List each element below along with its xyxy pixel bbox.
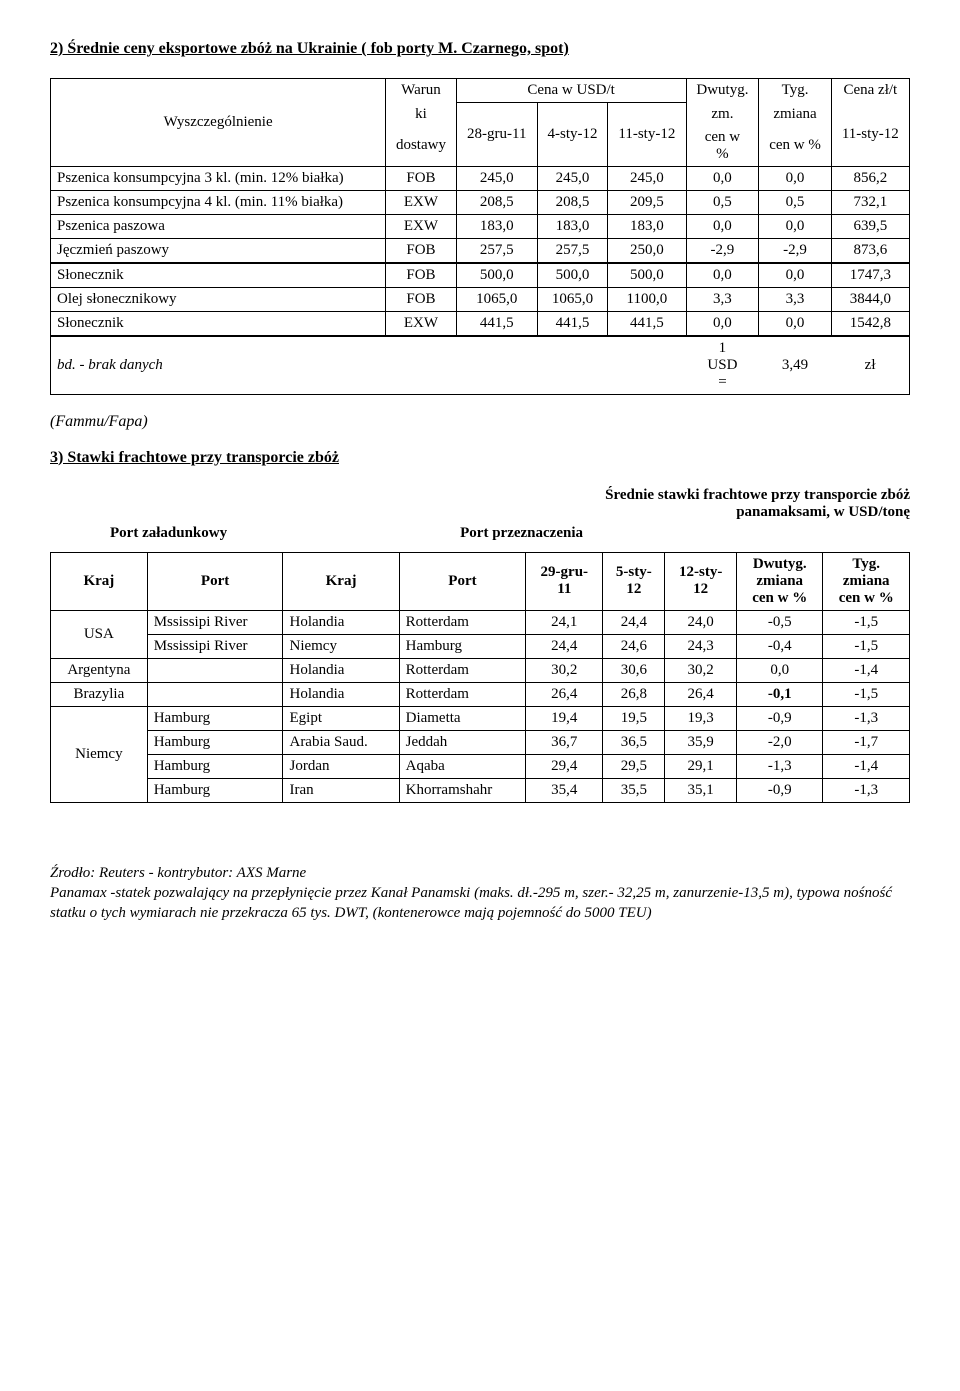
table-row: Niemcy Hamburg Egipt Diametta 19,4 19,5 … [51,706,910,730]
table-row: Słonecznik EXW 441,5 441,5 441,5 0,0 0,0… [51,311,910,336]
col-dwutyg: Dwutyg. [686,79,759,103]
table-row: Jęczmień paszowy FOB 257,5 257,5 250,0 -… [51,238,910,263]
table-row: Pszenica konsumpcyjna 3 kl. (min. 12% bi… [51,166,910,190]
footnote: Źrodło: Reuters - kontrybutor: AXS Marne… [50,863,910,924]
table-row: Hamburg Iran Khorramshahr 35,4 35,5 35,1… [51,778,910,802]
table-row: Brazylia Holandia Rotterdam 26,4 26,8 26… [51,682,910,706]
table-row: Pszenica konsumpcyjna 4 kl. (min. 11% bi… [51,190,910,214]
col-cena-zl: Cena zł/t [831,79,909,103]
freight-rates-table: Kraj Port Kraj Port 29-gru-11 5-sty-12 1… [50,552,910,803]
table-row: Słonecznik FOB 500,0 500,0 500,0 0,0 0,0… [51,263,910,288]
section3-title: 3) Stawki frachtowe przy transporcie zbó… [50,449,910,467]
note-row: bd. - brak danych 1USD= 3,49 zł [51,336,910,395]
table-row: USA Mssissipi River Holandia Rotterdam 2… [51,610,910,634]
export-prices-table: Wyszczególnienie Warun Cena w USD/t Dwut… [50,78,910,395]
col-cena-usd: Cena w USD/t [456,79,686,103]
table-row: Hamburg Jordan Aqaba 29,4 29,5 29,1 -1,3… [51,754,910,778]
section2-title: 2) Średnie ceny eksportowe zbóż na Ukrai… [50,40,910,58]
table-row: Pszenica paszowa EXW 183,0 183,0 183,0 0… [51,214,910,238]
table-row: Mssissipi River Niemcy Hamburg 24,4 24,6… [51,634,910,658]
col-wyszczegolnienie: Wyszczególnienie [51,79,386,167]
table-row: Hamburg Arabia Saud. Jeddah 36,7 36,5 35… [51,730,910,754]
col-warun: Warun [386,79,456,103]
table-row: Argentyna Holandia Rotterdam 30,2 30,6 3… [51,658,910,682]
freight-subtitle: Średnie stawki frachtowe przy transporci… [50,487,910,521]
col-tyg: Tyg. [759,79,831,103]
table-row: Olej słonecznikowy FOB 1065,0 1065,0 110… [51,287,910,311]
port-labels: Port załadunkowy Port przeznaczenia [50,525,583,542]
source-fammu: (Fammu/Fapa) [50,413,910,431]
